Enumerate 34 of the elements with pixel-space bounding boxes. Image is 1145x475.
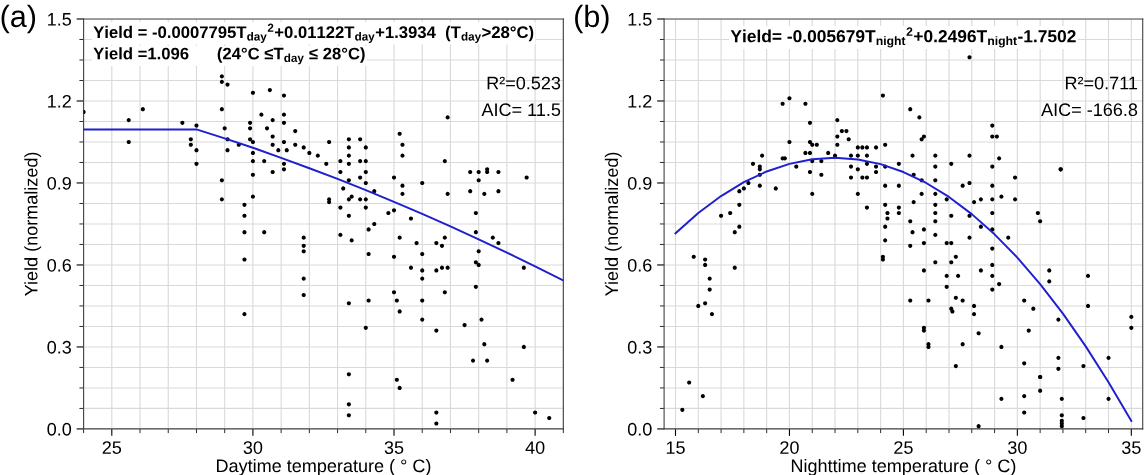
annotation: R²=0.711 [1065, 76, 1138, 90]
y-tick-label: 0.9 [627, 176, 652, 190]
x-tick-label: 40 [525, 441, 545, 454]
y-tick-label: 0.0 [47, 422, 72, 436]
y-tick-label: 0.0 [627, 422, 652, 436]
x-axis-title: Daytime temperature ( ° C) [216, 458, 431, 475]
y-tick-label: 1.5 [48, 13, 72, 26]
annotation: R²=0.523 [487, 76, 561, 90]
x-tick-label: 20 [780, 441, 799, 454]
y-tick-label: 0.6 [627, 258, 652, 272]
y-tick-label: 1.5 [628, 13, 652, 26]
text: (a) [1, 4, 36, 34]
x-tick-label: 35 [384, 441, 404, 454]
y-tick-label: 0.6 [47, 258, 71, 272]
annotation: AIC= -166.8 [1041, 103, 1138, 117]
y-tick-label: 1.2 [628, 94, 652, 108]
y-tick-label: 1.2 [48, 94, 71, 108]
x-tick-label: 25 [894, 441, 913, 454]
y-axis-title: Yield (normalized) [604, 152, 622, 296]
annotation: Yield =1.096 (24°C ≤T$_{day}$ ≤ 28°C) [93, 47, 365, 65]
x-tick-label: 30 [243, 441, 263, 454]
x-tick-label: 15 [666, 441, 685, 454]
x-tick-label: 35 [1121, 441, 1141, 454]
x-tick-label: 25 [102, 441, 122, 454]
text: (b) [575, 4, 609, 34]
annotation: Yield = -0.0007795T$_{day}$$^{2}$+0.01122T$_{day}$+1.3934 (T$_{day}$>28°C) [93, 23, 534, 43]
y-tick-label: 0.3 [627, 340, 652, 354]
y-tick-label: 0.3 [47, 340, 71, 354]
x-axis-title: Nighttime temperature ( ° C) [791, 458, 1016, 475]
annotation: Yield= -0.005679T$_{night}$$^{2}$+0.2496T$_{night}$-1.7502 [730, 27, 1076, 48]
y-tick-label: 0.9 [47, 176, 71, 190]
y-axis-title: Yield (normalized) [24, 152, 42, 296]
x-tick-label: 30 [1008, 441, 1027, 454]
annotation: AIC= 11.5 [481, 103, 561, 117]
